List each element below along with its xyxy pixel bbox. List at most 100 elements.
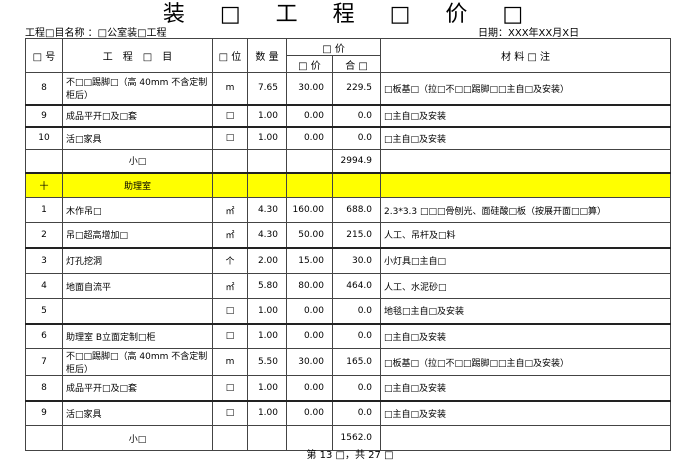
cell-no: 5 (25, 298, 63, 324)
cell-price: 0.00 (286, 375, 333, 401)
cell-total: 215.0 (331, 222, 382, 248)
cell-total: 1562.0 (331, 425, 382, 451)
cell-remark: □主自□及安装 (380, 399, 672, 426)
cell-total: 464.0 (331, 273, 382, 299)
table-row: 7 不□□踢脚□（高 40mm 不含定制柜后） m 5.50 30.00 165.0 □板基… (25, 348, 672, 376)
cell-qty: 1.00 (247, 125, 287, 150)
cell-qty: 4.30 (247, 197, 287, 223)
cell-total: 0.0 (331, 322, 382, 349)
cell-price: 15.00 (286, 246, 333, 274)
cell-unit: ㎡ (212, 197, 248, 223)
cell-total (331, 171, 382, 198)
cell-unit: m (212, 348, 248, 376)
table-row: 8 成品平开□及□套 □ 1.00 0.00 0.0 □主自□及安装 (25, 375, 672, 401)
cell-unit: m (212, 72, 248, 105)
cell-qty: 1.00 (247, 298, 287, 324)
subtotal-row: 小□ 1562.0 (25, 425, 672, 451)
cell-price: 30.00 (286, 348, 333, 376)
cell-no (25, 149, 63, 173)
table-row: 9 成品平开□及□套 □ 1.00 0.00 0.0 □主自□及安装 (25, 103, 672, 127)
table-row: 5 □ 1.00 0.00 0.0 地毯□主自□及安装 (25, 298, 672, 324)
cell-no: 9 (25, 399, 63, 426)
cell-unit: ㎡ (212, 222, 248, 248)
date: 日期：XXX年XX月X日 (478, 28, 580, 39)
cell-remark: 小灯具□主自□ (380, 246, 672, 274)
section-row: 十助理室 (25, 171, 672, 198)
cell-item: 助理室 B立面定制□柜 (62, 322, 213, 349)
cell-item: 吊□超高增加□ (62, 222, 213, 248)
cell-no: 2 (25, 222, 63, 248)
cell-total: 688.0 (331, 197, 382, 223)
cell-qty: 1.00 (247, 103, 287, 127)
table-row: 2 吊□超高增加□ ㎡ 4.30 50.00 215.0 人工、吊杆及□料 (25, 222, 672, 248)
cell-qty (247, 425, 287, 451)
cell-qty (247, 149, 287, 173)
cell-qty: 1.00 (247, 399, 287, 426)
cell-price (286, 171, 333, 198)
table-row: 8 不□□踢脚□（高 40mm 不含定制柜后） m 7.65 30.00 229.5 □板基… (25, 72, 672, 105)
cell-total: 165.0 (331, 348, 382, 376)
cell-remark: □主自□及安装 (380, 103, 672, 127)
cell-remark: 人工、水泥砂□ (380, 273, 672, 299)
cell-price: 0.00 (286, 298, 333, 324)
cell-qty (247, 171, 287, 198)
table-row: 6 助理室 B立面定制□柜 □ 1.00 0.00 0.0 □主自□及安装 (25, 322, 672, 349)
cell-qty: 5.80 (247, 273, 287, 299)
cell-item: 木作吊□ (62, 197, 213, 223)
cell-item: 助理室 (62, 171, 213, 198)
cell-item: 小□ (62, 425, 213, 451)
cell-price: 0.00 (286, 103, 333, 127)
cell-unit (212, 149, 248, 173)
cell-unit (212, 171, 248, 198)
header-item: 工 程 □ 目 (62, 38, 213, 73)
cell-unit: 个 (212, 246, 248, 274)
header-no: □ 号 (25, 38, 63, 73)
cell-no: 7 (25, 348, 63, 376)
quote-table: □ 号 工 程 □ 目 □ 位 数 量 □ 价 材 料 □ 注 □ 价 合 □ … (25, 38, 672, 451)
table-row: 9 活□家具 □ 1.00 0.00 0.0 □主自□及安装 (25, 399, 672, 426)
cell-remark: 2.3*3.3 □□□骨刨光、面硅酸□板（按展开面□□算） (380, 197, 672, 223)
cell-qty: 7.65 (247, 72, 287, 105)
cell-remark: □板基□（拉□不□□踢脚□□主自□及安装） (380, 72, 672, 105)
cell-no: 1 (25, 197, 63, 223)
cell-total: 0.0 (331, 298, 382, 324)
project-name: 工程□目名称 ：□公室装□工程 (25, 28, 167, 39)
table-row: 1 木作吊□ ㎡ 4.30 160.00 688.0 2.3*3.3 □□□骨刨光、面硅酸□… (25, 197, 672, 223)
header-price-group: □ 价 (285, 38, 382, 56)
cell-item (62, 298, 213, 324)
cell-remark (380, 171, 672, 198)
cell-unit: □ (212, 125, 248, 150)
cell-item: 小□ (62, 149, 213, 173)
cell-no (25, 425, 63, 451)
cell-total: 0.0 (331, 399, 382, 426)
cell-item: 成品平开□及□套 (62, 103, 213, 127)
cell-no: 8 (25, 72, 63, 105)
cell-remark: 地毯□主自□及安装 (380, 298, 672, 324)
cell-total: 2994.9 (331, 149, 382, 173)
cell-price: 0.00 (286, 322, 333, 349)
page-footer: 第 13 □，共 27 □ (306, 450, 394, 461)
cell-remark: □主自□及安装 (380, 322, 672, 349)
cell-item: 灯孔挖洞 (62, 246, 213, 274)
cell-price: 160.00 (286, 197, 333, 223)
cell-item: 不□□踢脚□（高 40mm 不含定制柜后） (62, 348, 213, 376)
header-remark: 材 料 □ 注 (380, 38, 672, 73)
cell-unit: □ (212, 298, 248, 324)
cell-qty: 5.50 (247, 348, 287, 376)
cell-remark: 人工、吊杆及□料 (380, 222, 672, 248)
cell-total: 0.0 (331, 375, 382, 401)
subtotal-row: 小□ 2994.9 (25, 149, 672, 173)
cell-total: 229.5 (331, 72, 382, 105)
cell-no: 3 (25, 246, 63, 274)
cell-no: 十 (25, 171, 63, 198)
cell-qty: 2.00 (247, 246, 287, 274)
header-unit-price: □ 价 (286, 55, 333, 73)
cell-remark (380, 425, 672, 451)
cell-unit: □ (212, 399, 248, 426)
cell-no: 9 (25, 103, 63, 127)
cell-price: 0.00 (286, 399, 333, 426)
page-title: 装 □ 工 程 □ 价 □ (162, 2, 538, 27)
cell-remark: □板基□（拉□不□□踢脚□□主自□及安装） (380, 348, 672, 376)
cell-qty: 4.30 (247, 222, 287, 248)
